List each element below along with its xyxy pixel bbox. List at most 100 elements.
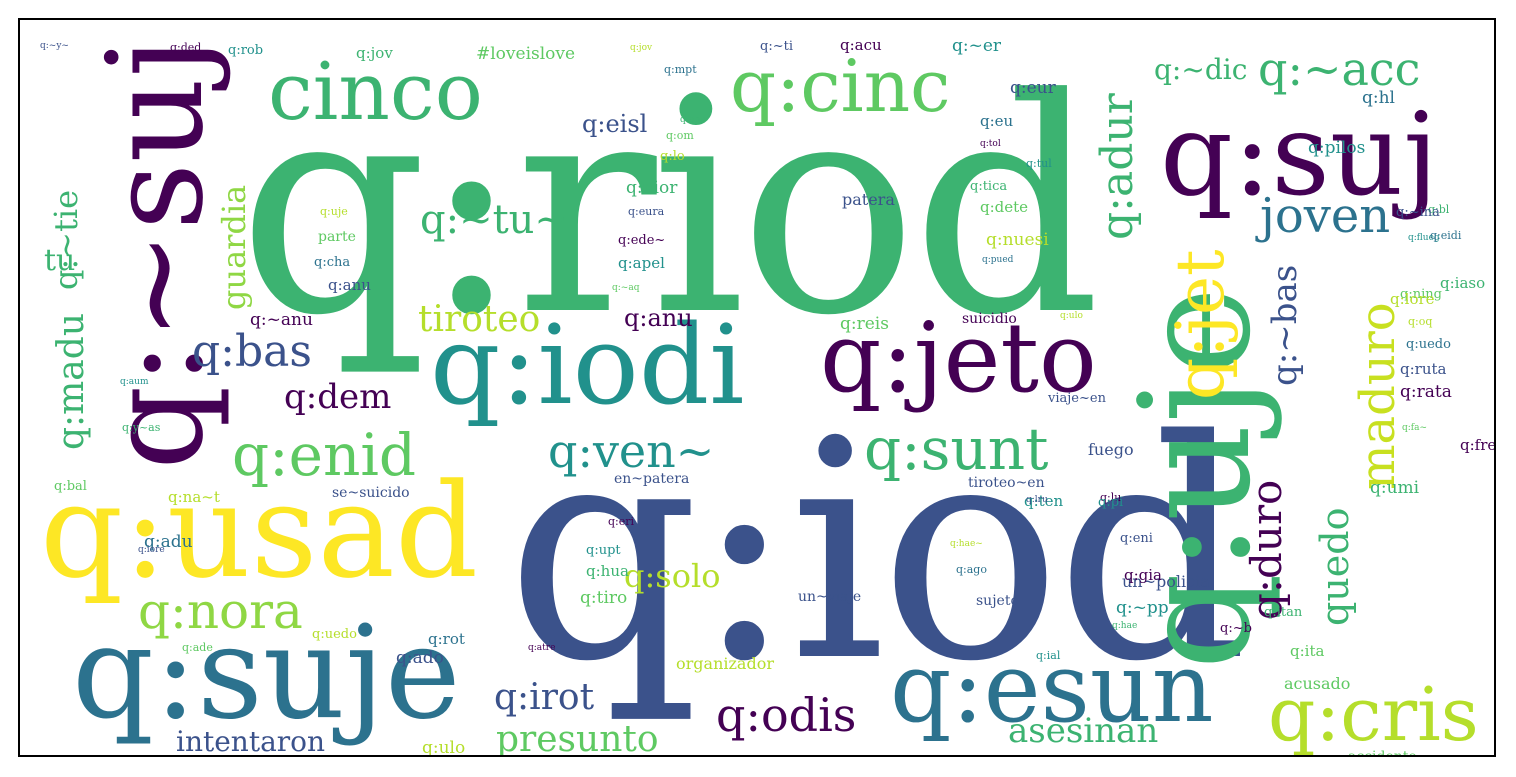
small-word: q:na~t — [168, 488, 220, 506]
small-word: q:hua — [586, 562, 629, 580]
small-word: q:ded — [170, 41, 202, 54]
small-word: q:uedo — [312, 627, 357, 642]
small-word: q:onu — [680, 115, 706, 125]
small-word: q:pued — [982, 255, 1014, 265]
word-riod: q:riod — [238, 35, 1101, 380]
small-word: q:free — [1460, 436, 1496, 454]
small-word: q:rot — [428, 630, 465, 648]
word-suicidio: suicidio — [962, 311, 1017, 327]
small-word: q:~pp — [1116, 598, 1169, 618]
word-tiroteo-en: tiroteo~en — [968, 475, 1045, 491]
word-accidente: accidente — [1348, 749, 1417, 757]
word-suj-vertical: q:~suj — [79, 36, 233, 470]
word-acusado: acusado — [1284, 674, 1351, 693]
word-patera: patera — [842, 190, 895, 209]
word-fuego: fuego — [1088, 440, 1134, 459]
word-presunto: presunto — [496, 719, 659, 757]
small-word: q:oq — [1408, 315, 1433, 328]
small-word: q:uedo — [1406, 337, 1451, 352]
small-word: q:~ina — [1396, 205, 1440, 220]
small-word: q:ade — [182, 641, 213, 654]
small-word: q:cha — [314, 255, 351, 270]
word-guardia-vertical: guardia — [215, 184, 253, 310]
word-cris: q:cris — [1268, 672, 1479, 757]
word-eisl: q:eisl — [582, 110, 648, 138]
small-word: q:eri — [608, 515, 635, 528]
word-dic: q:~dic — [1154, 53, 1248, 86]
word-solo: q:solo — [624, 557, 721, 595]
word-suje: q:suje — [72, 599, 461, 748]
small-word: q:iaso — [1440, 274, 1486, 292]
small-word: q:ulo — [1060, 311, 1083, 321]
small-word: q:umi — [1370, 478, 1420, 498]
small-word: q:ten — [1024, 492, 1064, 510]
word-esun: q:esun — [890, 632, 1214, 744]
word-tiroteo: tiroteo — [418, 299, 541, 340]
small-word: q:~er — [952, 36, 1002, 56]
small-word: q:tol — [980, 139, 1001, 149]
small-word: q:ado — [396, 648, 444, 668]
small-word: q:flueg — [1408, 233, 1440, 243]
small-word: q:acu — [840, 36, 882, 54]
word-bas: q:bas — [192, 326, 312, 377]
small-word: q:aum — [120, 377, 149, 387]
word-duro-vertical: q:duro — [1242, 479, 1291, 620]
small-word: #loveislove — [476, 44, 576, 64]
small-word: q:jov — [630, 43, 653, 53]
small-word: q:iore — [138, 545, 165, 555]
small-word: q:eura — [628, 205, 665, 218]
word-asesinan: asesinan — [1008, 711, 1159, 751]
word-iodi: q:iodi — [430, 301, 745, 429]
word-nora: q:nora — [138, 582, 303, 640]
word-sunt: q:sunt — [864, 415, 1049, 483]
small-word: q:hl — [1362, 88, 1395, 108]
small-word: q:eni — [1120, 531, 1153, 546]
word-un-policia: un~policia — [1122, 572, 1210, 591]
word-viaje-en: viaje~en — [1048, 391, 1106, 406]
small-word: q:ial — [1036, 649, 1061, 662]
small-word: q:~aq — [612, 283, 640, 293]
small-word: q:ago — [956, 563, 987, 576]
small-word: q:mpt — [664, 63, 697, 76]
word-bas-vertical: q:~bas — [1265, 264, 1305, 386]
small-word: q:~b — [1220, 621, 1252, 636]
word-anu: q:anu — [624, 304, 693, 332]
small-word: q:nior — [626, 178, 678, 198]
small-word: q:oven — [810, 754, 847, 755]
word-en-patera: en~patera — [614, 471, 690, 487]
small-word: q:pi — [1098, 495, 1124, 510]
small-word: q:jov — [356, 44, 393, 62]
small-word: q:adu — [144, 532, 193, 552]
word-cloud: q:riod q:iod q:~suj q:uje cinco q:cinc q… — [18, 18, 1496, 757]
small-word: q:pilos — [1308, 138, 1366, 158]
word-ven: q:ven~ — [548, 424, 715, 478]
word-sujeto: sujeto — [976, 593, 1019, 609]
small-word: q:eidi — [1430, 229, 1462, 242]
small-word: q:lru — [1026, 495, 1048, 505]
small-word: q:ulo — [422, 738, 466, 757]
small-word: q:eur — [1010, 78, 1056, 98]
word-jeto: q:jeto — [820, 302, 1097, 414]
small-word: q:hae~ — [950, 539, 983, 549]
small-word: q:y~as — [122, 421, 161, 434]
small-word: q:bal — [54, 479, 87, 494]
small-word: q:ita — [1290, 642, 1325, 660]
word-jet-vertical: q:jet — [1162, 249, 1239, 400]
small-word: q:~anu — [250, 310, 313, 330]
small-word: q:itan — [1264, 605, 1303, 620]
small-word: q:lo — [660, 149, 685, 164]
small-word: q:anu — [328, 276, 371, 294]
small-word: q:hae — [1112, 621, 1138, 631]
word-se-suicido: se~suicido — [332, 485, 410, 501]
word-organizador: organizador — [676, 654, 774, 673]
small-word: q:ruta — [1400, 360, 1447, 378]
word-suj: q:suj — [1160, 88, 1439, 221]
small-word: q:ede~ — [618, 233, 666, 248]
word-cinco: cinco — [268, 45, 483, 138]
small-word: q:ning — [1400, 287, 1442, 302]
small-word: q:rob — [228, 43, 264, 58]
word-usad: q:usad — [40, 455, 479, 607]
word-maduro-vertical: maduro — [1350, 302, 1406, 490]
word-iod: q:iod — [506, 377, 1249, 728]
small-word: q:tica — [970, 179, 1008, 194]
